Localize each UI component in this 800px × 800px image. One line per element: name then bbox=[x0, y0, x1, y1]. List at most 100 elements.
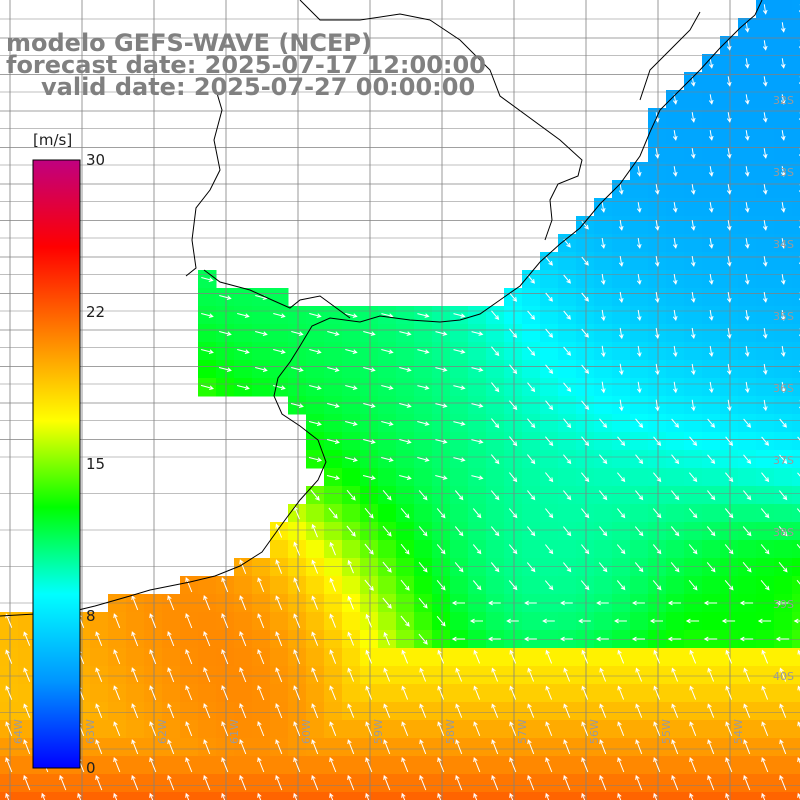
wind-arrow bbox=[797, 472, 800, 477]
wind-arrow bbox=[400, 507, 410, 519]
wind-speed-cell bbox=[540, 270, 559, 289]
wind-speed-cell bbox=[468, 414, 487, 433]
wind-arrow bbox=[239, 559, 247, 574]
wind-speed-cell bbox=[324, 522, 343, 541]
wind-arrow bbox=[401, 757, 409, 773]
wind-speed-cell bbox=[738, 792, 757, 800]
wind-speed-cell bbox=[756, 558, 775, 577]
wind-arrow bbox=[653, 757, 661, 773]
wind-speed-cell bbox=[288, 558, 307, 577]
wind-speed-cell bbox=[576, 522, 595, 541]
wind-speed-cell bbox=[162, 720, 181, 739]
wind-speed-cell bbox=[504, 522, 523, 541]
wind-arrow bbox=[524, 600, 537, 606]
wind-speed-cell bbox=[432, 666, 451, 685]
wind-arrow bbox=[221, 613, 229, 629]
wind-arrow bbox=[345, 313, 358, 318]
wind-speed-cell bbox=[558, 504, 577, 523]
wind-arrow bbox=[617, 757, 625, 773]
wind-arrow bbox=[563, 774, 571, 791]
wind-speed-cell bbox=[774, 792, 793, 800]
wind-speed-cell bbox=[378, 648, 397, 667]
wind-speed-cell bbox=[18, 612, 37, 631]
wind-arrow bbox=[95, 631, 103, 646]
colorbar-unit: [m/s] bbox=[33, 131, 73, 149]
wind-speed-cell bbox=[720, 54, 739, 73]
wind-speed-cell bbox=[774, 252, 793, 271]
wind-speed-cell bbox=[306, 504, 325, 523]
wind-speed-cell bbox=[702, 612, 721, 631]
wind-arrow bbox=[708, 58, 714, 69]
wind-arrow bbox=[601, 381, 606, 394]
wind-speed-cell bbox=[666, 468, 685, 487]
wind-speed-cell bbox=[414, 612, 433, 631]
wind-speed-cell bbox=[360, 522, 379, 541]
wind-speed-cell bbox=[630, 432, 649, 451]
wind-speed-cell bbox=[666, 684, 685, 703]
wind-speed-cell bbox=[684, 270, 703, 289]
wind-arrow bbox=[601, 345, 606, 358]
wind-speed-cell bbox=[774, 468, 793, 487]
wind-speed-cell bbox=[396, 738, 415, 757]
wind-arrow bbox=[617, 508, 626, 519]
wind-speed-cell bbox=[234, 576, 253, 595]
wind-arrow bbox=[185, 721, 193, 737]
wind-speed-cell bbox=[594, 216, 613, 235]
wind-speed-cell bbox=[738, 180, 757, 199]
wind-speed-cell bbox=[342, 648, 361, 667]
wind-speed-cell bbox=[792, 54, 800, 73]
wind-speed-cell bbox=[756, 126, 775, 145]
wind-arrow bbox=[382, 489, 392, 501]
wind-speed-cell bbox=[378, 360, 397, 379]
wind-speed-cell bbox=[450, 540, 469, 559]
wind-speed-cell bbox=[738, 468, 757, 487]
wind-speed-cell bbox=[18, 648, 37, 667]
wind-arrow bbox=[236, 385, 250, 390]
wind-arrow bbox=[762, 328, 768, 339]
wind-speed-cell bbox=[576, 702, 595, 721]
wind-arrow bbox=[435, 403, 448, 408]
wind-speed-cell bbox=[720, 486, 739, 505]
wind-arrow bbox=[435, 475, 448, 480]
wind-arrow bbox=[631, 636, 645, 642]
wind-speed-cell bbox=[504, 306, 523, 325]
wind-arrow bbox=[77, 792, 82, 800]
wind-speed-cell bbox=[738, 72, 757, 91]
wind-speed-cell bbox=[18, 720, 37, 739]
wind-arrow bbox=[473, 685, 481, 700]
wind-speed-cell bbox=[522, 540, 541, 559]
wind-speed-cell bbox=[234, 756, 253, 775]
wind-arrow bbox=[149, 721, 157, 737]
wind-speed-cell bbox=[360, 450, 379, 469]
colorbar-tick-0: 0 bbox=[86, 759, 96, 777]
wind-speed-cell bbox=[774, 180, 793, 199]
wind-arrow bbox=[601, 309, 606, 322]
wind-speed-cell bbox=[234, 792, 253, 800]
wind-arrow bbox=[744, 94, 750, 105]
wind-arrow bbox=[689, 792, 694, 800]
wind-speed-cell bbox=[252, 738, 271, 757]
lat-label: 33S bbox=[773, 166, 794, 179]
wind-arrow bbox=[616, 580, 626, 591]
wind-arrow bbox=[488, 600, 501, 606]
wind-arrow bbox=[797, 649, 800, 656]
wind-arrow bbox=[636, 202, 642, 213]
wind-arrow bbox=[509, 649, 517, 664]
wind-speed-cell bbox=[342, 360, 361, 379]
wind-speed-cell bbox=[774, 612, 793, 631]
wind-arrow bbox=[381, 457, 394, 462]
wind-speed-cell bbox=[792, 360, 800, 379]
wind-arrow bbox=[437, 721, 445, 736]
wind-arrow bbox=[672, 274, 678, 285]
wind-speed-cell bbox=[702, 756, 721, 775]
wind-speed-cell bbox=[450, 396, 469, 415]
wind-arrow bbox=[329, 577, 336, 592]
wind-speed-cell bbox=[774, 144, 793, 163]
wind-arrow bbox=[600, 273, 606, 286]
wind-speed-cell bbox=[792, 504, 800, 523]
wind-speed-cell bbox=[594, 252, 613, 271]
wind-arrow bbox=[311, 631, 319, 646]
wind-arrow bbox=[689, 721, 697, 736]
wind-arrow bbox=[581, 364, 590, 374]
wind-arrow bbox=[527, 454, 536, 465]
